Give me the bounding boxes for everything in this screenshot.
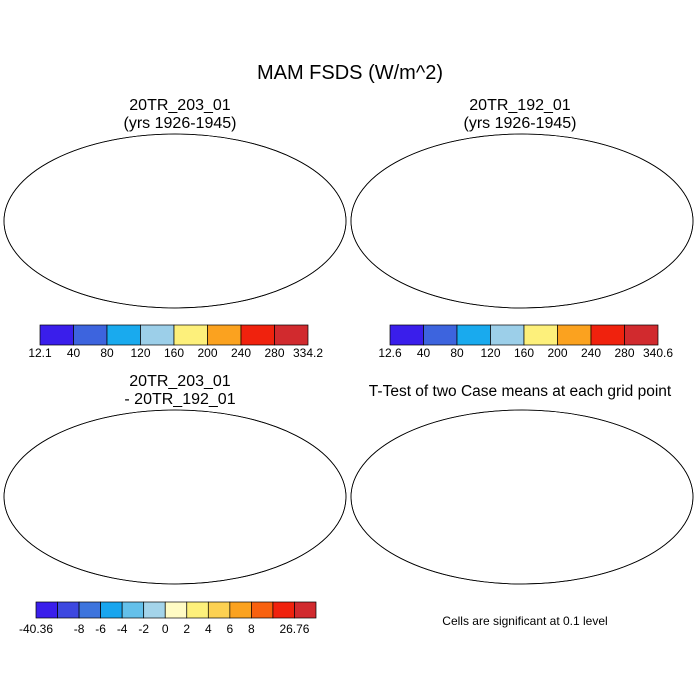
map-case2 <box>350 133 694 309</box>
panel-title-diff-line1: 20TR_203_01 <box>129 373 231 390</box>
colorbar-difference-box <box>100 601 123 619</box>
colorbar-difference-box <box>294 601 317 619</box>
map-case1 <box>3 133 347 309</box>
colorbar-case1-box <box>173 324 208 346</box>
colorbar-case1-label: 40 <box>67 346 81 360</box>
colorbar-case2-box <box>389 324 424 346</box>
colorbar-case2-label: 340.6 <box>643 346 673 360</box>
colorbar-difference-label: 6 <box>227 622 234 636</box>
colorbar-difference-box <box>229 601 252 619</box>
colorbar-case2-box <box>624 324 659 346</box>
colorbar-case2-label: 200 <box>547 346 567 360</box>
colorbar-difference: -40.36 -8 -6 -4 -2 0 2 4 6 8 26.76 <box>19 601 317 636</box>
colorbar-case1-box <box>73 324 108 346</box>
colorbar-difference-label: -4 <box>117 622 128 636</box>
colorbar-difference-box <box>186 601 209 619</box>
colorbar-case1-label: 80 <box>100 346 114 360</box>
colorbar-case2-box <box>523 324 558 346</box>
colorbar-case2: 12.6 40 80 120 160 200 240 280 340.6 <box>378 324 673 360</box>
colorbar-case1-box <box>240 324 275 346</box>
panel-title-case1-line2: (yrs 1926-1945) <box>123 115 237 132</box>
colorbar-case1-label: 12.1 <box>28 346 52 360</box>
colorbar-difference-box <box>272 601 295 619</box>
panel-title-case1: 20TR_203_01 (yrs 1926-1945) <box>40 97 320 133</box>
colorbar-case1-label: 200 <box>197 346 217 360</box>
colorbar-case1-label: 280 <box>264 346 284 360</box>
colorbar-difference-label: 8 <box>248 622 255 636</box>
colorbar-case1-label: 334.2 <box>293 346 323 360</box>
colorbar-difference-box <box>207 601 231 619</box>
panel-title-diff-line2: - 20TR_192_01 <box>124 391 236 408</box>
map-ttest <box>350 409 694 585</box>
colorbar-case2-label: 12.6 <box>378 346 402 360</box>
ttest-caption: Cells are significant at 0.1 level <box>442 614 608 628</box>
colorbar-difference-box <box>35 601 58 619</box>
colorbar-difference-box <box>57 601 80 619</box>
colorbar-case1-box <box>207 324 242 346</box>
colorbar-difference-label: -8 <box>74 622 85 636</box>
colorbar-case2-label: 80 <box>450 346 464 360</box>
colorbar-case1-box <box>274 324 309 346</box>
colorbar-case1-box <box>140 324 175 346</box>
colorbar-case2-box <box>423 324 458 346</box>
colorbar-difference-box <box>164 601 188 619</box>
colorbar-difference-box <box>78 601 101 619</box>
figure-title: MAM FSDS (W/m^2) <box>256 62 444 84</box>
colorbar-case1-label: 240 <box>231 346 251 360</box>
colorbar-case2-label: 160 <box>514 346 534 360</box>
colorbar-difference-box <box>121 601 145 619</box>
colorbar-case2-label: 280 <box>614 346 634 360</box>
colorbar-case2-label: 240 <box>581 346 601 360</box>
colorbar-difference-label: -6 <box>95 622 106 636</box>
colorbar-case1-label: 120 <box>130 346 150 360</box>
colorbar-case2-box <box>490 324 525 346</box>
colorbar-difference-label: 26.76 <box>279 622 309 636</box>
colorbar-case2-box <box>456 324 491 346</box>
map-difference <box>3 409 347 585</box>
panel-title-difference: 20TR_203_01 - 20TR_192_01 <box>40 373 320 409</box>
panel-title-ttest: T-Test of two Case means at each grid po… <box>368 383 672 400</box>
panel-title-case2-line2: (yrs 1926-1945) <box>463 115 577 132</box>
colorbar-difference-label: 4 <box>205 622 212 636</box>
colorbar-difference-box <box>251 601 274 619</box>
colorbar-case1-box <box>106 324 141 346</box>
panel-title-case2: 20TR_192_01 (yrs 1926-1945) <box>380 97 660 133</box>
colorbar-difference-label: -40.36 <box>19 622 53 636</box>
colorbar-difference-label: -2 <box>138 622 149 636</box>
colorbar-case1: 12.1 40 80 120 160 200 240 280 334.2 <box>28 324 323 360</box>
colorbar-case1-label: 160 <box>164 346 184 360</box>
colorbar-difference-label: 2 <box>183 622 190 636</box>
colorbar-case2-label: 40 <box>417 346 431 360</box>
colorbar-case2-box <box>557 324 592 346</box>
colorbar-case2-label: 120 <box>480 346 500 360</box>
colorbar-difference-box <box>143 601 166 619</box>
colorbar-difference-label: 0 <box>162 622 169 636</box>
panel-title-case1-line1: 20TR_203_01 <box>129 97 231 114</box>
colorbar-case1-box <box>39 324 74 346</box>
panel-title-case2-line1: 20TR_192_01 <box>469 97 571 114</box>
colorbar-case2-box <box>590 324 625 346</box>
